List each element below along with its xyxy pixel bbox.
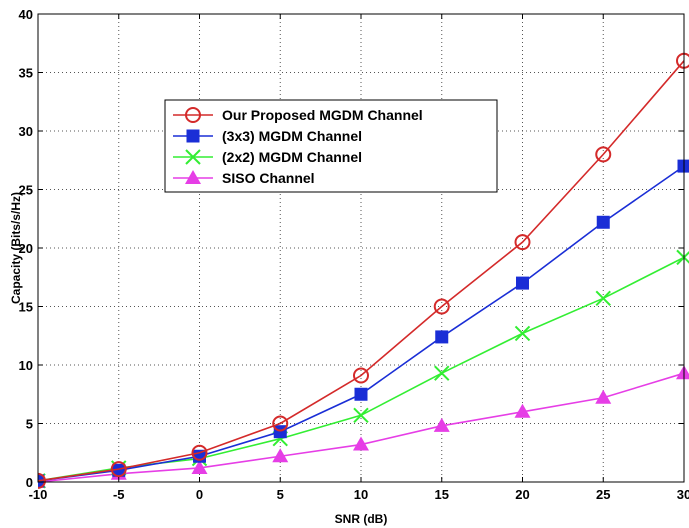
data-point-stroke [514, 325, 531, 342]
data-point [433, 298, 450, 315]
data-point [38, 472, 46, 489]
legend-marker [186, 129, 200, 143]
y-tick-label: 35 [19, 66, 33, 81]
series-0 [38, 52, 689, 489]
x-tick-label: 10 [354, 487, 368, 502]
data-point [272, 448, 289, 463]
data-point [514, 234, 531, 251]
data-point [272, 415, 289, 432]
y-axis-label: Capacity (Bits/s/Hz) [9, 192, 23, 304]
series-line [38, 60, 685, 482]
x-tick-label: 20 [515, 487, 529, 502]
legend-marker [185, 107, 201, 123]
legend-box [164, 99, 498, 193]
data-point [596, 215, 610, 229]
data-point [595, 389, 612, 404]
legend-label: (3x3) MGDM Channel [222, 128, 362, 144]
x-tick-label: 30 [677, 487, 689, 502]
legend-marker [185, 170, 201, 184]
series-layer [38, 52, 689, 489]
y-tick-label: 30 [19, 124, 33, 139]
data-point [514, 403, 531, 418]
data-point-stroke [434, 365, 450, 381]
legend-marker-stroke [185, 149, 201, 165]
data-point [112, 463, 126, 477]
legend-label: (2x2) MGDM Channel [222, 149, 362, 165]
legend-entry: (2x2) MGDM Channel [173, 149, 362, 165]
series-3 [38, 365, 689, 488]
y-tick-label: 10 [19, 358, 33, 373]
legend-marker [185, 149, 201, 165]
y-tick-label: 5 [26, 417, 33, 432]
x-tick-label: 5 [277, 487, 284, 502]
legend-label: SISO Channel [222, 170, 315, 186]
x-tick-label: -5 [113, 487, 125, 502]
data-point [435, 330, 449, 344]
data-point [595, 146, 612, 163]
data-point [433, 417, 450, 432]
data-point [353, 407, 369, 424]
data-point [676, 365, 689, 380]
data-point [353, 367, 369, 384]
data-point-stroke [595, 290, 611, 307]
x-tick-label: 25 [596, 487, 610, 502]
data-point [191, 459, 208, 474]
x-tick-label: 15 [435, 487, 449, 502]
x-axis-label: SNR (dB) [335, 512, 388, 526]
legend-entry: SISO Channel [173, 170, 315, 186]
y-tick-label: 0 [26, 475, 33, 490]
series-line [38, 165, 685, 482]
legend: Our Proposed MGDM Channel (3x3) MGDM Chan… [164, 99, 498, 193]
legend-entry: (3x3) MGDM Channel [173, 128, 362, 144]
data-point-stroke [353, 407, 369, 424]
data-point [676, 249, 689, 266]
data-point [353, 436, 369, 451]
ticks: -10 -5 0 5 10 15 20 25 30 0 5 10 15 20 25 30 35 40 [19, 7, 689, 502]
legend-entry: Our Proposed MGDM Channel [173, 107, 423, 123]
y-tick-label: 40 [19, 7, 33, 22]
data-point [191, 444, 208, 461]
data-point [514, 325, 531, 342]
data-point [354, 387, 368, 401]
y-tick-label: 15 [19, 300, 33, 315]
data-point [110, 461, 127, 478]
data-point [516, 276, 529, 290]
y-tick-label: 25 [19, 183, 33, 198]
plot-frame [37, 13, 685, 483]
x-tick-label: 0 [196, 487, 203, 502]
legend-label: Our Proposed MGDM Channel [222, 107, 423, 123]
x-tick-label: -10 [29, 487, 48, 502]
grid [38, 14, 684, 482]
y-tick-label: 20 [19, 241, 33, 256]
data-point [677, 159, 689, 173]
data-point [434, 365, 450, 381]
data-point [273, 425, 287, 439]
data-point [595, 290, 611, 307]
